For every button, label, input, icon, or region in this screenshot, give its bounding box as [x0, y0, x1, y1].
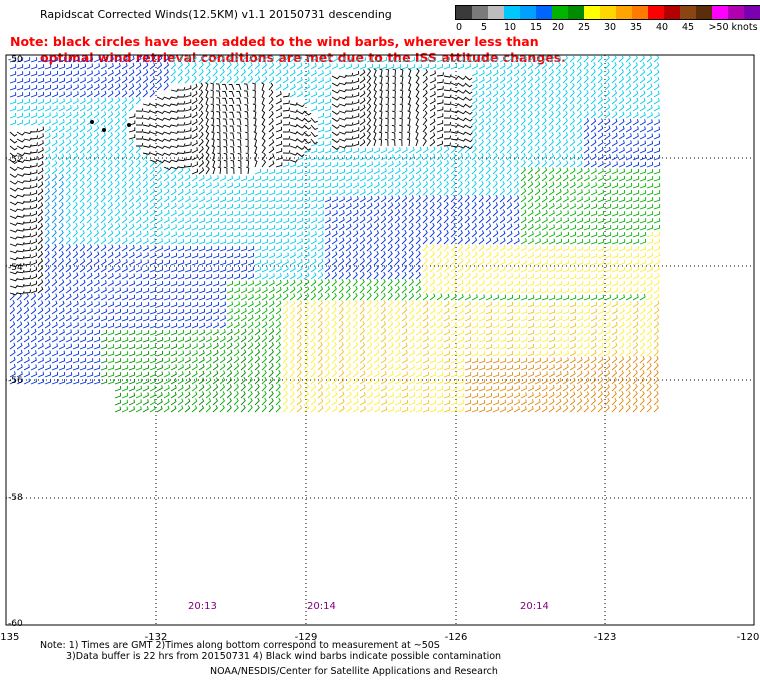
map-frame — [5, 54, 755, 626]
longitude-label: -132 — [145, 632, 168, 643]
wind-barb-group — [296, 299, 660, 413]
latitude-label: -54 — [8, 263, 23, 273]
contamination-marker — [127, 123, 131, 127]
color-swatch — [552, 6, 568, 19]
longitude-label: -135 — [0, 632, 19, 643]
color-swatch — [744, 6, 760, 19]
color-bar-tick: 0 — [455, 22, 463, 33]
wind-barb-group — [464, 355, 659, 413]
color-bar-swatches — [455, 5, 760, 20]
latitude-label: -56 — [8, 376, 23, 386]
contamination-marker — [102, 128, 106, 132]
longitude-label: -123 — [594, 632, 617, 643]
color-swatch — [568, 6, 584, 19]
color-swatch — [520, 6, 536, 19]
wind-barb-group — [44, 174, 64, 245]
color-swatch — [648, 6, 664, 19]
color-bar-tick: 25 — [577, 22, 591, 33]
color-swatch — [632, 6, 648, 19]
color-swatch — [488, 6, 504, 19]
color-bar-tick: 10 — [503, 22, 517, 33]
latitude-label: -52 — [8, 155, 23, 165]
notice-line-1: Note: black circles have been added to t… — [10, 34, 539, 49]
wind-speed-color-bar: 0 5 10 15 20 25 30 35 40 45 >50 knots — [455, 5, 760, 34]
color-bar-tick: 15 — [529, 22, 543, 33]
color-bar-tick: 30 — [603, 22, 617, 33]
color-bar-tick: 40 — [655, 22, 669, 33]
color-bar-ticks: 0 5 10 15 20 25 30 35 40 45 >50 knots — [455, 20, 760, 34]
color-bar-unit: >50 knots — [708, 22, 758, 33]
latitude-label: -58 — [8, 493, 23, 503]
color-swatch — [472, 6, 488, 19]
color-swatch — [616, 6, 632, 19]
contamination-marker — [90, 120, 94, 124]
wind-barb-group — [9, 68, 473, 296]
footer-note-2: 3)Data buffer is 22 hrs from 20150731 4)… — [66, 651, 502, 662]
color-swatch — [456, 6, 472, 19]
footer-credit: NOAA/NESDIS/Center for Satellite Applica… — [210, 666, 498, 677]
pass-time-label: 20:13 — [188, 601, 217, 612]
color-swatch — [600, 6, 616, 19]
color-swatch — [504, 6, 520, 19]
map-labels: -50 -52 -54 -56 -58 -60 -135 -132 -129 -… — [0, 55, 759, 643]
wind-barbs — [9, 54, 661, 413]
wind-barb-group — [9, 54, 660, 280]
footer-note-1: Note: 1) Times are GMT 2)Times along bot… — [40, 640, 440, 651]
wind-barb-group — [282, 231, 661, 413]
color-bar-tick: 45 — [681, 22, 695, 33]
wind-barb-group — [9, 55, 661, 385]
color-swatch — [664, 6, 680, 19]
longitude-label: -129 — [295, 632, 318, 643]
pass-time-label: 20:14 — [307, 601, 336, 612]
longitude-label: -126 — [445, 632, 468, 643]
color-bar-tick: 35 — [629, 22, 643, 33]
color-bar-tick: 20 — [551, 22, 565, 33]
pass-time-label: 20:14 — [520, 601, 549, 612]
color-bar-tick: 5 — [480, 22, 488, 33]
color-swatch — [680, 6, 696, 19]
page-title: Rapidscat Corrected Winds(12.5KM) v1.1 2… — [40, 8, 392, 21]
color-swatch — [584, 6, 600, 19]
latitude-label: -50 — [8, 55, 23, 65]
color-swatch — [712, 6, 728, 19]
longitude-label: -120 — [737, 632, 760, 643]
latitude-label: -60 — [8, 619, 23, 629]
color-swatch — [696, 6, 712, 19]
color-swatch — [536, 6, 552, 19]
wind-barb-group — [100, 328, 275, 413]
wind-barb-group — [107, 166, 661, 413]
color-swatch — [728, 6, 744, 19]
